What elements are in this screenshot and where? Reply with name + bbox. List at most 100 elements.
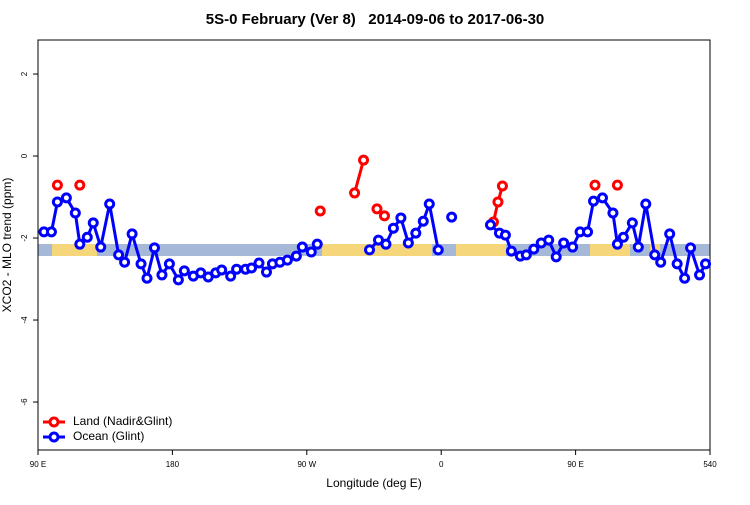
point (664, 228, 676, 240)
point (51, 196, 63, 208)
point (296, 241, 308, 253)
point (178, 265, 190, 277)
point (349, 187, 361, 199)
y-tick-label: -6 (20, 398, 29, 406)
point (417, 215, 429, 227)
point (45, 226, 57, 238)
y-tick-label: 2 (20, 71, 29, 76)
point (246, 262, 258, 274)
point (655, 256, 667, 268)
point (550, 251, 562, 263)
point (588, 195, 600, 207)
chart-title: 5S-0 February (Ver 8) 2014-09-06 to 2017… (206, 11, 545, 28)
x-tick-label: 90 E (567, 460, 583, 469)
point (126, 228, 138, 240)
point (395, 212, 407, 224)
point (87, 217, 99, 229)
point (694, 269, 706, 281)
legend-marker (48, 431, 60, 443)
series-line (355, 160, 618, 222)
band-land (322, 244, 432, 256)
point (69, 207, 81, 219)
point (432, 244, 444, 256)
band-land (52, 244, 97, 256)
point (51, 179, 63, 191)
point (74, 179, 86, 191)
point (582, 226, 594, 238)
point (156, 269, 168, 281)
x-tick-label: 90 W (297, 460, 316, 469)
point (74, 238, 86, 250)
point (596, 192, 608, 204)
y-tick-label: -4 (20, 316, 29, 324)
legend-marker (48, 416, 60, 428)
point (371, 203, 383, 215)
legend-label: Ocean (Glint) (73, 429, 144, 443)
point (260, 266, 272, 278)
point (172, 274, 184, 286)
point (380, 238, 392, 250)
point (163, 258, 175, 270)
point (446, 211, 458, 223)
point (358, 154, 370, 166)
point (60, 192, 72, 204)
point (135, 258, 147, 270)
point (611, 179, 623, 191)
point (141, 272, 153, 284)
point (231, 263, 243, 275)
point (148, 242, 160, 254)
point (626, 217, 638, 229)
point (119, 256, 131, 268)
point (649, 249, 661, 261)
legend-label: Land (Nadir&Glint) (73, 414, 172, 428)
point (589, 179, 601, 191)
point (253, 257, 265, 269)
point (679, 272, 691, 284)
point (607, 207, 619, 219)
point (484, 219, 496, 231)
x-tick-label: 0 (439, 460, 444, 469)
point (378, 210, 390, 222)
point (617, 231, 629, 243)
point (410, 227, 422, 239)
point (558, 237, 570, 249)
point (81, 231, 93, 243)
point (364, 244, 376, 256)
point (311, 238, 323, 250)
point (423, 198, 435, 210)
y-tick-label: -2 (20, 234, 29, 242)
point (95, 241, 107, 253)
band-land (456, 244, 506, 256)
point (611, 238, 623, 250)
point (305, 246, 317, 258)
point (387, 222, 399, 234)
x-tick-label: 90 E (30, 460, 46, 469)
point (528, 243, 540, 255)
point (314, 205, 326, 217)
point (290, 250, 302, 262)
x-tick-label: 180 (166, 460, 180, 469)
point (505, 245, 517, 257)
point (499, 229, 511, 241)
point (113, 249, 125, 261)
band-land (590, 244, 630, 256)
x-axis-label: Longitude (deg E) (326, 476, 421, 490)
point (671, 258, 683, 270)
y-tick-label: 0 (20, 153, 29, 158)
point (496, 180, 508, 192)
point (700, 258, 712, 270)
point (632, 241, 644, 253)
point (520, 249, 532, 261)
point (640, 198, 652, 210)
x-tick-label: 540 (703, 460, 717, 469)
point (225, 270, 237, 282)
point (492, 196, 504, 208)
point (567, 241, 579, 253)
y-axis-label: XCO2 - MLO trend (ppm) (0, 178, 14, 313)
point (281, 254, 293, 266)
point (685, 242, 697, 254)
point (216, 264, 228, 276)
point (104, 198, 116, 210)
point (543, 234, 555, 246)
